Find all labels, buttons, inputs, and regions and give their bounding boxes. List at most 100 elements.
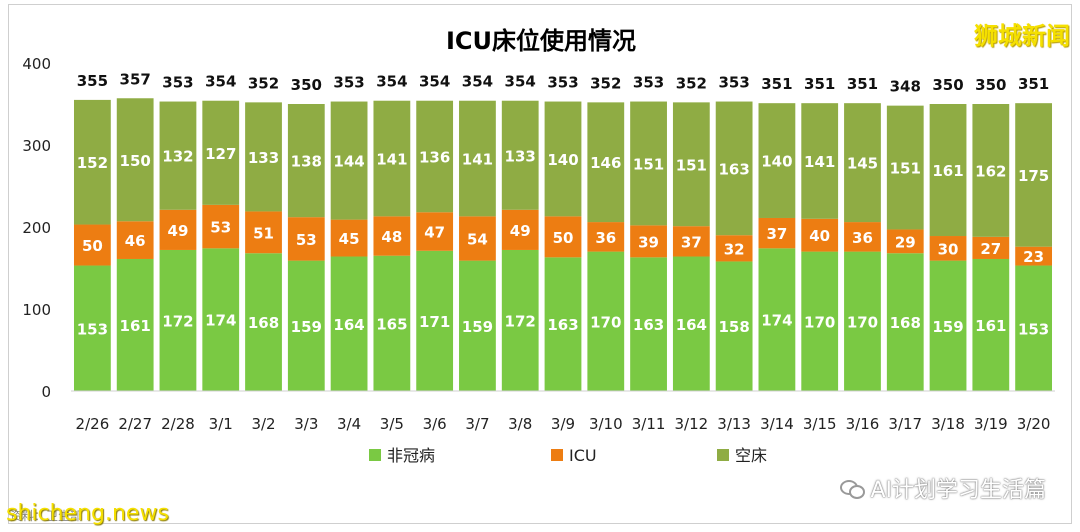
x-tick-label: 3/15 xyxy=(803,415,837,433)
x-axis: 2/26 2/27 2/28 3/1 3/2 3/3 3/4 3/5 3/6 3/7 3/8 3/9 3… xyxy=(71,390,1055,433)
bar-segment xyxy=(801,251,839,391)
bar-segment-label: 165 xyxy=(376,315,407,333)
bar-segment xyxy=(672,256,710,391)
bar-total-label: 353 xyxy=(718,74,749,92)
bar-segment-label: 37 xyxy=(766,225,787,243)
bar-segment xyxy=(801,218,839,252)
bar-segment-label: 50 xyxy=(82,237,103,255)
bar-segment-label: 174 xyxy=(205,312,236,330)
bar-segment-label: 54 xyxy=(467,230,488,248)
bar-segment-label: 170 xyxy=(804,313,835,331)
bar-segment xyxy=(373,100,411,217)
bar-segment-label: 140 xyxy=(547,151,578,169)
x-tick-label: 3/4 xyxy=(337,415,361,433)
bar-segment xyxy=(159,209,197,250)
bar-segment-label: 161 xyxy=(975,317,1006,335)
bar-segment-label: 49 xyxy=(168,222,189,240)
bar-segment-label: 36 xyxy=(595,229,616,247)
x-tick-label: 2/27 xyxy=(118,415,152,433)
bar-segment xyxy=(544,257,582,391)
bar-total-label: 351 xyxy=(847,75,878,93)
bar-segment-label: 45 xyxy=(339,230,360,248)
bar-segment xyxy=(587,251,625,391)
bar-segment xyxy=(330,219,368,257)
bar-total-label: 354 xyxy=(505,73,536,91)
bar-total-label: 351 xyxy=(1018,75,1049,93)
bar-total-label: 354 xyxy=(376,73,407,91)
bar-segment xyxy=(416,100,454,213)
bar-segment-label: 49 xyxy=(510,222,531,240)
bar-segment xyxy=(886,229,924,254)
legend: 非冠病 ICU 空床 xyxy=(369,446,767,465)
legend-swatch xyxy=(369,449,381,461)
bar-segment xyxy=(672,226,710,257)
bar-segment-label: 39 xyxy=(638,233,659,251)
x-tick-label: 3/20 xyxy=(1017,415,1051,433)
bar-total-label: 348 xyxy=(890,78,921,96)
bar-segment xyxy=(416,212,454,251)
bar-segment xyxy=(886,105,924,230)
bar-segment xyxy=(929,104,967,237)
x-tick-label: 3/3 xyxy=(294,415,318,433)
bar-segment xyxy=(587,102,625,223)
bar-segment-label: 153 xyxy=(1018,320,1049,338)
bar-segment-label: 136 xyxy=(419,148,450,166)
bar-segment xyxy=(287,217,325,261)
bar-segment xyxy=(1015,246,1053,266)
chart-title: ICU床位使用情况 xyxy=(446,27,636,55)
x-tick-label: 2/26 xyxy=(76,415,110,433)
bar-total-label: 354 xyxy=(205,73,236,91)
y-tick-label: 100 xyxy=(22,301,51,319)
bar-segment xyxy=(1015,103,1053,247)
bar-total-label: 351 xyxy=(761,75,792,93)
bar-segment xyxy=(672,102,710,227)
bar-segment xyxy=(459,100,496,217)
x-tick-label: 3/8 xyxy=(508,415,532,433)
bar-total-label: 353 xyxy=(633,74,664,92)
legend-label: 非冠病 xyxy=(387,446,435,465)
bar-segment-label: 153 xyxy=(77,320,108,338)
bar-total-label: 355 xyxy=(77,72,108,90)
bar-segment xyxy=(459,260,496,391)
bar-segment-label: 140 xyxy=(761,153,792,171)
bar-segment-label: 163 xyxy=(718,160,749,178)
bar-segment xyxy=(544,216,582,258)
bar-total-label: 350 xyxy=(932,76,963,94)
bar-segment xyxy=(501,209,539,250)
bar-segment-label: 23 xyxy=(1023,248,1044,266)
x-tick-label: 3/14 xyxy=(760,415,794,433)
bar-segment-label: 36 xyxy=(852,229,873,247)
bar-segment-label: 37 xyxy=(681,233,702,251)
bar-segment-label: 48 xyxy=(381,228,402,246)
bar-segment xyxy=(972,258,1010,391)
bar-segment xyxy=(630,101,667,226)
bar-segment xyxy=(758,248,796,391)
x-tick-label: 3/9 xyxy=(551,415,575,433)
bar-segment-label: 150 xyxy=(120,152,151,170)
bar-segment xyxy=(373,216,411,256)
bar-segment xyxy=(715,261,753,391)
bar-segment xyxy=(630,257,667,391)
bar-total-label: 354 xyxy=(462,73,493,91)
bar-segment-label: 151 xyxy=(676,156,707,174)
x-tick-label: 3/11 xyxy=(632,415,666,433)
bar-segment-label: 159 xyxy=(291,318,322,336)
bar-segment xyxy=(929,260,967,391)
bar-segment xyxy=(587,222,625,252)
bar-total-label: 353 xyxy=(333,74,364,92)
x-tick-label: 3/13 xyxy=(717,415,751,433)
bar-segment-label: 46 xyxy=(125,232,146,250)
x-tick-label: 3/12 xyxy=(675,415,709,433)
bar-segment-label: 127 xyxy=(205,145,236,163)
bars-group: 153 50 152 355 161 46 150 357 172 49 132 353 174 53 12… xyxy=(73,70,1053,391)
bar-segment-label: 171 xyxy=(419,313,450,331)
bar-segment xyxy=(758,103,796,218)
bar-segment-label: 164 xyxy=(676,316,707,334)
bar-segment-label: 141 xyxy=(462,151,493,169)
legend-label: ICU xyxy=(569,446,597,465)
bar-segment xyxy=(929,236,967,261)
bar-segment-label: 151 xyxy=(890,160,921,178)
bar-segment-label: 170 xyxy=(847,313,878,331)
y-tick-label: 300 xyxy=(22,137,51,155)
bar-segment xyxy=(801,103,839,219)
